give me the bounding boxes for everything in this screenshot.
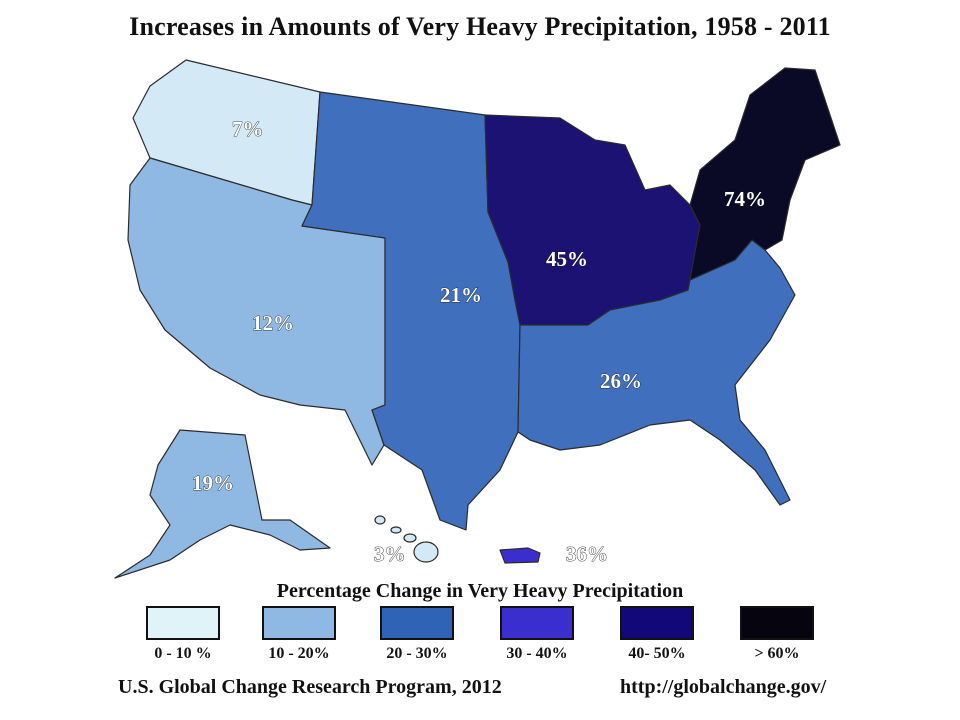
label-southwest: 12%: [252, 311, 294, 335]
map-title: Increases in Amounts of Very Heavy Preci…: [129, 12, 831, 41]
source-url: http://globalchange.gov/: [620, 676, 827, 698]
legend-swatch-2: [380, 606, 454, 640]
legend-label-5: > 60%: [754, 645, 800, 662]
legend-label-4: 40- 50%: [628, 645, 686, 662]
legend-label-3: 30 - 40%: [506, 645, 568, 662]
legend-swatch-5: [740, 606, 814, 640]
label-midwest: 45%: [546, 247, 588, 271]
legend-title: Percentage Change in Very Heavy Precipit…: [276, 580, 684, 602]
label-alaska: 19%: [192, 471, 234, 495]
region-midwest: [484, 114, 701, 326]
region-alaska: [114, 429, 331, 579]
label-great-plains: 21%: [440, 283, 482, 307]
legend-swatch-1: [262, 606, 336, 640]
region-hawaii: [374, 515, 439, 563]
legend-swatch-3: [500, 606, 574, 640]
legend-label-0: 0 - 10 %: [154, 645, 212, 662]
region-puerto-rico: [499, 547, 541, 564]
label-puerto-rico: 36%: [566, 542, 608, 566]
label-hawaii: 3%: [374, 542, 406, 566]
legend-swatch-4: [620, 606, 694, 640]
label-southeast: 26%: [600, 369, 642, 393]
legend-swatch-0: [146, 606, 220, 640]
region-southeast: [517, 239, 796, 506]
legend-label-2: 20 - 30%: [386, 645, 448, 662]
source-credit: U.S. Global Change Research Program, 201…: [118, 676, 502, 698]
label-northeast: 74%: [724, 187, 766, 211]
legend-label-1: 10 - 20%: [268, 645, 330, 662]
us-precipitation-map: 7% 12% 21% 45% 74% 26% 19% 3% 36%: [114, 59, 841, 579]
label-northwest: 7%: [232, 117, 264, 141]
